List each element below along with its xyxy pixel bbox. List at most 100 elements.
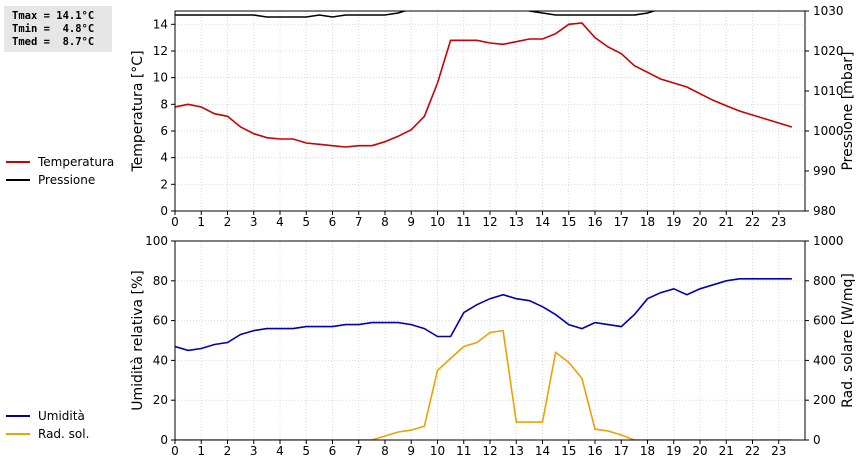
- legend-label-pressione: Pressione: [38, 173, 96, 187]
- x-tick-label: 1: [197, 444, 205, 458]
- tmin-stat: Tmin = 4.8°C: [12, 23, 95, 35]
- x-tick-label: 6: [329, 444, 337, 458]
- x-tick-label: 14: [535, 444, 550, 458]
- x-tick-label: 2: [224, 215, 232, 229]
- y-tick-label: 4: [160, 151, 168, 165]
- x-tick-label: 8: [381, 444, 389, 458]
- x-tick-label: 19: [666, 444, 681, 458]
- x-tick-label: 5: [302, 215, 310, 229]
- y2-tick-label: 1030: [813, 4, 844, 18]
- x-tick-label: 23: [771, 444, 786, 458]
- x-tick-label: 18: [640, 444, 655, 458]
- y2-tick-label: 800: [813, 274, 836, 288]
- x-tick-label: 5: [302, 444, 310, 458]
- legend-item-rad-sol: Rad. sol.: [6, 425, 89, 443]
- y2-tick-label: 200: [813, 393, 836, 407]
- x-tick-label: 22: [745, 215, 760, 229]
- x-tick-label: 16: [587, 215, 602, 229]
- x-tick-label: 18: [640, 215, 655, 229]
- x-tick-label: 9: [407, 444, 415, 458]
- y2-axis-label: Pressione [mbar]: [840, 51, 856, 170]
- x-tick-label: 19: [666, 215, 681, 229]
- y-axis-label: Umidità relativa [%]: [130, 270, 146, 411]
- x-tick-label: 0: [171, 444, 179, 458]
- x-tick-label: 15: [561, 215, 576, 229]
- tmax-stat: Tmax = 14.1°C: [12, 10, 95, 22]
- x-tick-label: 15: [561, 444, 576, 458]
- x-tick-label: 17: [614, 215, 629, 229]
- y-tick-label: 100: [145, 234, 168, 248]
- pressione-swatch: [6, 179, 30, 181]
- x-tick-label: 13: [509, 444, 524, 458]
- temperatura-swatch: [6, 161, 30, 163]
- series-line-umidit: [175, 277, 792, 352]
- x-tick-label: 21: [719, 444, 734, 458]
- x-tick-label: 20: [692, 215, 707, 229]
- y-tick-label: 8: [160, 97, 168, 111]
- legend-label-temperatura: Temperatura: [38, 155, 115, 169]
- y-tick-label: 10: [153, 71, 168, 85]
- x-tick-label: 12: [482, 215, 497, 229]
- y2-tick-label: 1020: [813, 44, 844, 58]
- stats-box: Tmax = 14.1°C Tmin = 4.8°C Tmed = 8.7°C: [4, 6, 112, 52]
- x-tick-label: 3: [250, 444, 258, 458]
- y2-tick-label: 980: [813, 204, 836, 218]
- y-tick-label: 20: [153, 393, 168, 407]
- y-axis-label: Temperatura [°C]: [130, 50, 146, 172]
- x-tick-label: 3: [250, 215, 258, 229]
- x-tick-label: 17: [614, 444, 629, 458]
- y-tick-label: 2: [160, 177, 168, 191]
- y2-tick-label: 1000: [813, 124, 844, 138]
- x-tick-label: 1: [197, 215, 205, 229]
- y-tick-label: 0: [160, 204, 168, 218]
- umidita-swatch: [6, 415, 30, 417]
- series-line-temperatura: [175, 22, 793, 148]
- top-legend: Temperatura Pressione: [6, 153, 114, 189]
- x-tick-label: 20: [692, 444, 707, 458]
- x-tick-label: 12: [482, 444, 497, 458]
- x-tick-label: 0: [171, 215, 179, 229]
- x-tick-label: 22: [745, 444, 760, 458]
- x-tick-label: 7: [355, 444, 363, 458]
- legend-item-temperatura: Temperatura: [6, 153, 114, 171]
- x-tick-label: 11: [456, 444, 471, 458]
- x-tick-label: 23: [771, 215, 786, 229]
- x-tick-label: 6: [329, 215, 337, 229]
- x-tick-label: 4: [276, 215, 284, 229]
- bottom-legend: Umidità Rad. sol.: [6, 407, 89, 443]
- series-line-pressione: [175, 11, 657, 18]
- x-tick-label: 8: [381, 215, 389, 229]
- x-tick-label: 7: [355, 215, 363, 229]
- legend-label-umidita: Umidità: [38, 409, 85, 423]
- y-tick-label: 12: [153, 44, 168, 58]
- x-tick-label: 10: [430, 444, 445, 458]
- y2-tick-label: 600: [813, 314, 836, 328]
- rad-sol-swatch: [6, 433, 30, 435]
- y-tick-label: 40: [153, 353, 168, 367]
- x-tick-label: 14: [535, 215, 550, 229]
- y2-tick-label: 990: [813, 164, 836, 178]
- x-tick-label: 2: [224, 444, 232, 458]
- x-tick-label: 21: [719, 215, 734, 229]
- y2-tick-label: 1000: [813, 234, 844, 248]
- tmed-stat: Tmed = 8.7°C: [12, 36, 95, 48]
- y2-tick-label: 1010: [813, 84, 844, 98]
- x-tick-label: 11: [456, 215, 471, 229]
- y-tick-label: 6: [160, 124, 168, 138]
- y-tick-label: 80: [153, 274, 168, 288]
- series-line-rad-sol: [175, 329, 792, 440]
- legend-label-rad-sol: Rad. sol.: [38, 427, 90, 441]
- x-tick-label: 16: [587, 444, 602, 458]
- legend-item-pressione: Pressione: [6, 171, 114, 189]
- x-tick-label: 9: [407, 215, 415, 229]
- y-tick-label: 14: [153, 17, 168, 31]
- x-tick-label: 10: [430, 215, 445, 229]
- y2-tick-label: 400: [813, 353, 836, 367]
- x-tick-label: 4: [276, 444, 284, 458]
- legend-item-umidita: Umidità: [6, 407, 89, 425]
- y2-axis-label: Rad. solare [W/mq]: [840, 273, 856, 408]
- x-tick-label: 13: [509, 215, 524, 229]
- y-tick-label: 60: [153, 314, 168, 328]
- y2-tick-label: 0: [813, 433, 821, 447]
